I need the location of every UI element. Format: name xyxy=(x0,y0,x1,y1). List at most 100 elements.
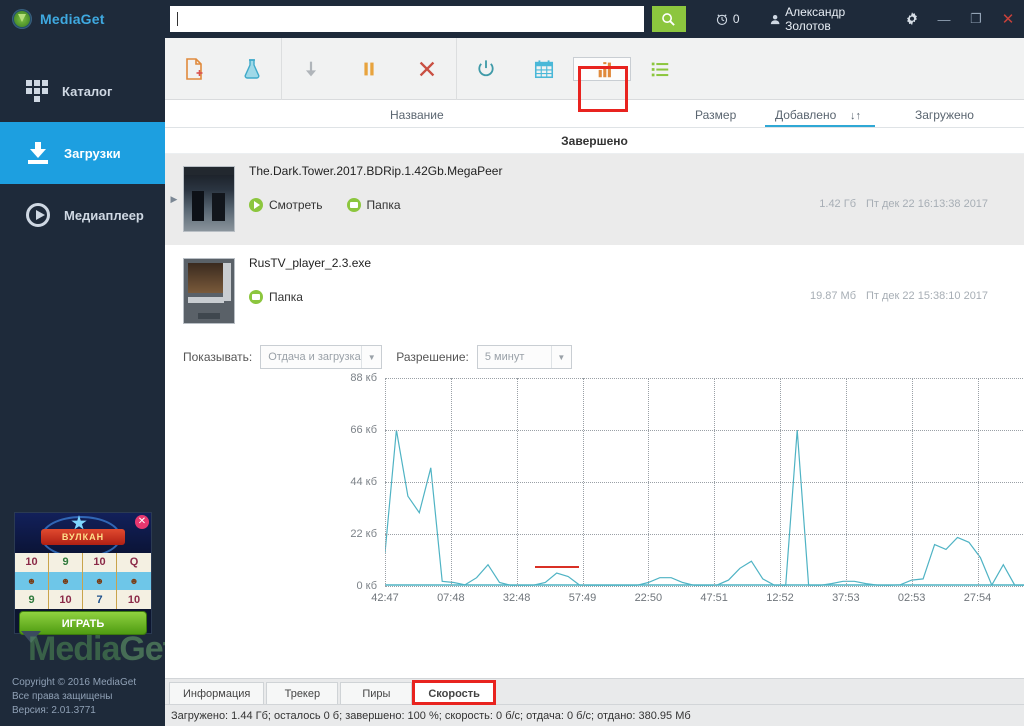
settings-button[interactable] xyxy=(904,11,920,27)
tab-peers[interactable]: Пиры xyxy=(340,682,413,704)
table-row[interactable]: RusTV_player_2.3.exe Папка 19.87 Мб Пт д… xyxy=(165,246,1024,338)
sidebar-item-catalog[interactable]: Каталог xyxy=(0,60,165,122)
calendar-icon xyxy=(534,59,554,78)
expand-row-icon[interactable] xyxy=(165,246,183,337)
list-icon xyxy=(651,62,669,76)
grid-line-vertical xyxy=(516,378,518,586)
text-caret xyxy=(177,12,178,26)
brand-name: MediaGet xyxy=(40,11,105,27)
sidebar-item-downloads[interactable]: Загрузки xyxy=(0,122,165,184)
play-circle-icon xyxy=(26,203,50,227)
folder-action-label: Папка xyxy=(269,290,303,304)
close-button[interactable]: ✕ xyxy=(1001,11,1015,28)
ad-arrow-decoration xyxy=(21,631,41,643)
copyright-block: Copyright © 2016 MediaGet Все права защи… xyxy=(12,676,136,718)
user-name: Александр Золотов xyxy=(785,5,846,33)
file-plus-icon xyxy=(186,57,203,80)
ad-logo: ВУЛКАН xyxy=(41,529,125,545)
search-input[interactable] xyxy=(170,6,644,32)
arrow-down-icon xyxy=(305,61,317,76)
x-axis-tick-label: 02:53 xyxy=(897,592,926,604)
table-row[interactable]: ▶ The.Dark.Tower.2017.BDRip.1.42Gb.MegaP… xyxy=(165,154,1024,246)
sidebar-item-label: Каталог xyxy=(62,83,113,99)
start-download-button[interactable] xyxy=(282,38,340,100)
resolution-label: Разрешение: xyxy=(396,350,469,364)
bottom-tabs: Информация Трекер Пиры Скорость xyxy=(165,678,1024,705)
grid-icon xyxy=(26,80,48,102)
column-header-name[interactable]: Название xyxy=(390,108,444,122)
x-axis-tick-label: 42:47 xyxy=(371,592,399,604)
selection-highlight xyxy=(578,65,628,112)
toolbar-group-tools xyxy=(457,38,689,112)
maximize-button[interactable]: ❐ xyxy=(970,11,982,26)
row-date: Пт дек 22 15:38:10 2017 xyxy=(866,290,989,302)
active-column-underline xyxy=(765,125,875,127)
folder-action[interactable]: Папка xyxy=(249,290,303,304)
chart-controls: Показывать: Отдача и загрузка ▼ Разрешен… xyxy=(183,345,572,369)
power-button[interactable] xyxy=(457,38,515,100)
list-button[interactable] xyxy=(631,38,689,100)
group-header-completed: Завершено xyxy=(165,128,1024,154)
folder-action[interactable]: Папка xyxy=(346,198,401,212)
watch-action[interactable]: Смотреть xyxy=(249,198,323,212)
grid-line-horizontal xyxy=(385,430,1024,431)
tab-tracker[interactable]: Трекер xyxy=(266,682,339,704)
chevron-down-icon: ▼ xyxy=(361,346,381,368)
y-axis-tick-label: 22 кб xyxy=(350,528,377,540)
column-headers: Название Размер Добавлено ↓↑ Загружено xyxy=(165,100,1024,128)
titlebar: 0 Александр Золотов — ❐ ✕ xyxy=(165,0,1024,38)
x-axis-tick-label: 37:53 xyxy=(832,592,860,604)
resolution-select[interactable]: 5 минут ▼ xyxy=(476,345,572,369)
user-menu[interactable]: Александр Золотов xyxy=(769,5,888,33)
ad-header: ВУЛКАН ✕ xyxy=(15,513,151,553)
download-icon xyxy=(26,141,50,165)
ad-banner[interactable]: ВУЛКАН ✕ 10 ☻ 9 9 ☻ 10 10 ☻ 7 xyxy=(14,512,152,643)
column-header-size[interactable]: Размер xyxy=(695,108,737,122)
delete-button[interactable] xyxy=(398,38,456,100)
tab-speed[interactable]: Скорость xyxy=(412,680,496,705)
row-size: 1.42 Гб xyxy=(819,198,856,210)
sidebar-item-mediaplayer[interactable]: Медиаплеер xyxy=(0,184,165,246)
sort-indicator-icon[interactable]: ↓↑ xyxy=(850,110,861,122)
column-header-loaded[interactable]: Загружено xyxy=(915,108,974,122)
ad-reel: 10 ☻ 9 xyxy=(15,553,49,610)
grid-line-vertical xyxy=(845,378,847,586)
ad-reel-cell: 9 xyxy=(49,553,82,572)
alarm-icon xyxy=(716,14,728,25)
show-select[interactable]: Отдача и загрузка ▼ xyxy=(260,345,383,369)
pause-button[interactable] xyxy=(340,38,398,100)
add-file-button[interactable] xyxy=(165,38,223,100)
x-axis-tick-label: 07:48 xyxy=(437,592,465,604)
schedule-button[interactable] xyxy=(515,38,573,100)
search-button[interactable] xyxy=(651,6,686,32)
grid-line-horizontal xyxy=(385,534,1024,535)
add-torrent-button[interactable] xyxy=(223,38,281,100)
status-bar: Загружено: 1.44 Гб; осталось 0 б; заверш… xyxy=(165,704,1024,726)
show-select-value: Отдача и загрузка xyxy=(268,351,361,363)
row-size: 19.87 Мб xyxy=(809,290,856,302)
row-actions: Папка xyxy=(249,290,303,304)
grid-line-vertical xyxy=(714,378,716,586)
ad-reel-cell: 10 xyxy=(83,553,116,572)
show-label: Показывать: xyxy=(183,350,253,364)
grid-line-vertical xyxy=(582,378,584,586)
ad-close-icon[interactable]: ✕ xyxy=(135,515,149,529)
minimize-button[interactable]: — xyxy=(937,11,951,27)
row-content: RusTV_player_2.3.exe Папка 19.87 Мб Пт д… xyxy=(235,246,1024,337)
tab-speed-label: Скорость xyxy=(428,687,480,700)
folder-icon xyxy=(346,198,361,212)
y-axis-tick-label: 44 кб xyxy=(350,476,377,488)
search-icon xyxy=(662,12,675,26)
window-controls: — ❐ ✕ xyxy=(928,0,1024,38)
user-icon xyxy=(770,14,780,24)
y-axis-tick-label: 88 кб xyxy=(350,372,377,384)
column-header-added[interactable]: Добавлено xyxy=(775,108,837,122)
row-actions: Смотреть Папка xyxy=(249,198,401,212)
ad-reel: 9 ☻ 10 xyxy=(49,553,83,610)
alarm-indicator[interactable]: 0 xyxy=(715,12,740,26)
statistics-button[interactable] xyxy=(573,56,631,112)
expand-row-icon[interactable]: ▶ xyxy=(170,194,178,204)
tab-information[interactable]: Информация xyxy=(169,682,265,704)
x-axis-tick-label: 32:48 xyxy=(502,592,531,604)
main-area: 0 Александр Золотов — ❐ ✕ xyxy=(165,0,1024,726)
